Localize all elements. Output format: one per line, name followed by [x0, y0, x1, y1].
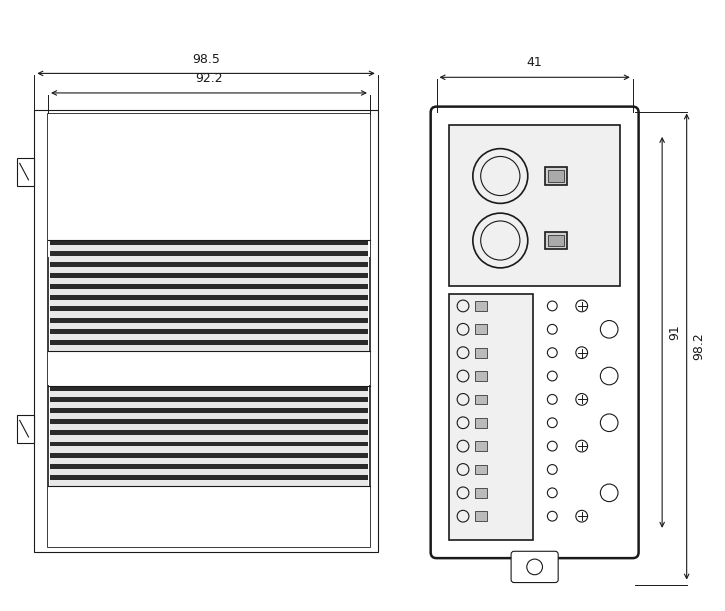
Bar	[34, 109, 378, 552]
Bar	[475, 464, 486, 474]
Bar	[475, 301, 486, 311]
Bar	[50, 458, 368, 464]
Bar	[475, 441, 486, 451]
Bar	[50, 289, 368, 295]
Bar	[475, 418, 486, 428]
Bar	[50, 323, 368, 329]
Bar	[17, 415, 34, 443]
Bar	[50, 386, 368, 391]
Bar	[50, 329, 368, 334]
Bar	[450, 295, 533, 540]
FancyBboxPatch shape	[511, 551, 558, 582]
Bar	[50, 430, 368, 436]
Bar	[50, 284, 368, 289]
Bar	[50, 240, 368, 244]
Bar	[50, 402, 368, 408]
Bar	[50, 318, 368, 323]
Bar	[48, 351, 370, 385]
Bar	[50, 345, 368, 351]
Bar	[50, 300, 368, 306]
Bar	[50, 475, 368, 480]
Bar	[50, 278, 368, 284]
Bar	[50, 255, 368, 262]
Bar	[50, 306, 368, 312]
Bar	[50, 340, 368, 345]
Bar	[50, 424, 368, 430]
Bar	[50, 244, 368, 251]
Bar	[50, 251, 368, 255]
Bar	[545, 232, 567, 249]
Bar	[50, 419, 368, 424]
Bar	[475, 324, 486, 334]
Bar	[475, 511, 486, 521]
Bar	[475, 371, 486, 381]
Bar	[50, 413, 368, 419]
Text: 92.2: 92.2	[195, 72, 223, 85]
Bar	[450, 125, 620, 287]
Text: 98.5: 98.5	[192, 53, 220, 65]
Bar	[17, 158, 34, 186]
Bar	[50, 391, 368, 397]
Bar	[48, 486, 370, 547]
Bar	[475, 488, 486, 498]
Bar	[50, 447, 368, 453]
Bar	[50, 436, 368, 442]
Bar	[50, 480, 368, 486]
Bar	[50, 469, 368, 475]
Bar	[548, 235, 564, 246]
Bar	[48, 114, 370, 547]
Bar	[475, 348, 486, 357]
Bar	[50, 273, 368, 278]
Text: 41: 41	[527, 56, 542, 70]
Bar	[475, 395, 486, 404]
Bar	[50, 453, 368, 458]
Bar	[50, 397, 368, 402]
Bar	[545, 167, 567, 185]
FancyBboxPatch shape	[431, 107, 639, 558]
Text: 98.2: 98.2	[692, 332, 705, 360]
Bar	[50, 334, 368, 340]
Bar	[548, 170, 564, 182]
Bar	[48, 114, 370, 257]
Bar	[50, 267, 368, 273]
Bar	[50, 442, 368, 447]
Bar	[50, 408, 368, 413]
Bar	[50, 464, 368, 469]
Bar	[50, 312, 368, 318]
Text: 91: 91	[668, 324, 681, 340]
Bar	[50, 262, 368, 267]
Bar	[50, 295, 368, 300]
